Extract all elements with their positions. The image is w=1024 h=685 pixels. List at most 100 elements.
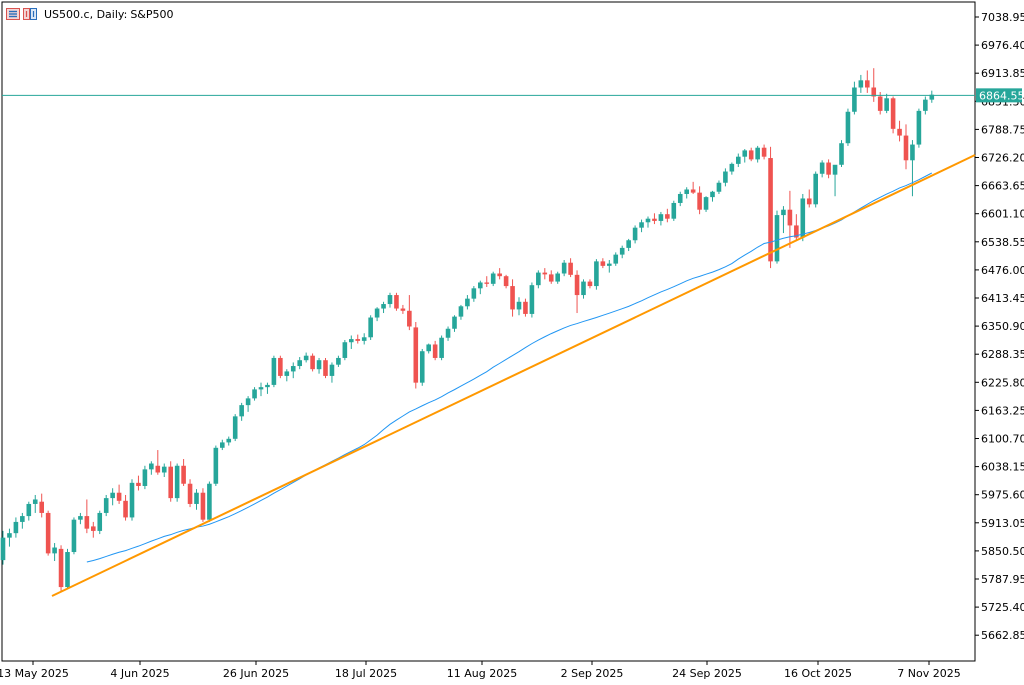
price-axis-label: 6163.25 (981, 404, 1024, 417)
bearish-candle (697, 192, 702, 210)
bullish-candle (458, 306, 464, 317)
price-axis-label: 7038.95 (981, 11, 1024, 24)
price-axis-label: 6038.15 (981, 461, 1024, 474)
bullish-candle (245, 398, 251, 406)
date-axis-label: 4 Jun 2025 (110, 667, 169, 680)
bullish-candle (13, 521, 19, 534)
bearish-candle (600, 261, 606, 266)
date-axis-label: 11 Aug 2025 (447, 667, 517, 680)
bullish-candle (149, 463, 154, 470)
bullish-candle (265, 384, 270, 388)
bearish-candle (84, 516, 90, 529)
bullish-candle (97, 512, 103, 531)
bearish-candle (187, 483, 193, 504)
instrument-name-label: S&P500 (130, 7, 174, 21)
bullish-candle (478, 282, 483, 289)
price-axis-label: 6601.10 (981, 208, 1024, 221)
bearish-candle (400, 308, 406, 311)
bearish-candle (665, 214, 670, 219)
bullish-candle (555, 273, 560, 282)
bullish-candle (129, 482, 135, 518)
bullish-candle (703, 197, 709, 210)
bullish-candle (103, 498, 109, 513)
bullish-candle (0, 537, 6, 561)
bearish-candle (806, 198, 812, 205)
bullish-candle (839, 143, 844, 165)
bullish-candle (684, 189, 689, 194)
price-axis-label: 6225.80 (981, 376, 1024, 389)
price-axis-label: 5662.85 (981, 629, 1024, 642)
bullish-candle (452, 316, 457, 329)
bullish-candle (252, 389, 257, 399)
bullish-candle (439, 337, 444, 358)
date-axis-label: 13 May 2025 (0, 667, 69, 680)
bullish-candle (284, 371, 290, 376)
bullish-candle (755, 147, 760, 160)
bearish-candle (542, 272, 548, 275)
bullish-candle (426, 344, 431, 352)
bullish-candle (626, 240, 631, 248)
current-price-tag (976, 88, 1022, 103)
bullish-candle (594, 261, 599, 287)
bearish-candle (761, 147, 767, 157)
bullish-candle (142, 469, 148, 486)
bullish-candle (471, 288, 477, 299)
date-axis-label: 16 Oct 2025 (784, 667, 852, 680)
bearish-candle (278, 357, 283, 376)
bullish-candle (781, 209, 786, 216)
moving-average-line (86, 172, 933, 563)
bearish-candle (897, 128, 902, 136)
bullish-candle (910, 144, 915, 161)
bearish-candle (136, 482, 141, 486)
bearish-candle (768, 158, 773, 262)
bullish-candle (716, 182, 722, 192)
bearish-candle (568, 262, 573, 275)
bullish-candle (736, 156, 741, 164)
bullish-candle (349, 339, 354, 343)
bullish-candle (742, 150, 748, 157)
chart-symbol-label: US500.c, Daily: (44, 7, 128, 21)
bullish-candle (465, 298, 470, 307)
price-axis-label: 6663.65 (981, 180, 1024, 193)
bullish-candle (20, 516, 25, 522)
bullish-candle (271, 357, 277, 385)
bearish-candle (355, 339, 361, 341)
bullish-candle (645, 218, 651, 223)
one-click-trading-icon[interactable] (23, 8, 37, 20)
date-axis-label: 7 Nov 2025 (897, 667, 960, 680)
bullish-candle (194, 492, 199, 504)
bearish-candle (39, 501, 44, 513)
bullish-candle (819, 162, 825, 174)
bearish-candle (748, 150, 754, 160)
bearish-candle (432, 344, 438, 358)
bullish-candle (342, 342, 348, 358)
bullish-candle (832, 164, 838, 175)
bearish-candle (200, 492, 206, 520)
bullish-candle (445, 328, 451, 338)
bearish-candle (794, 225, 799, 238)
bearish-candle (787, 209, 793, 226)
bearish-candle (877, 96, 883, 111)
bullish-candle (7, 533, 12, 538)
bullish-candle (813, 173, 818, 205)
price-axis-label: 6100.70 (981, 433, 1024, 446)
price-axis-label: 6726.20 (981, 152, 1024, 165)
bullish-candle (619, 247, 625, 255)
bullish-candle (658, 214, 664, 221)
menu-icon[interactable] (6, 8, 20, 20)
plot-frame (1, 1, 976, 662)
price-axis-label: 6288.35 (981, 348, 1024, 361)
bullish-candle (368, 317, 373, 338)
bullish-candle (607, 263, 612, 266)
bullish-candle (232, 416, 238, 439)
price-axis-label: 6788.75 (981, 123, 1024, 136)
bearish-candle (394, 295, 399, 309)
bullish-candle (52, 547, 57, 554)
bullish-candle (710, 191, 715, 198)
bullish-candle (536, 272, 541, 286)
bullish-candle (419, 351, 425, 383)
bullish-candle (387, 295, 393, 305)
bullish-candle (677, 193, 683, 203)
